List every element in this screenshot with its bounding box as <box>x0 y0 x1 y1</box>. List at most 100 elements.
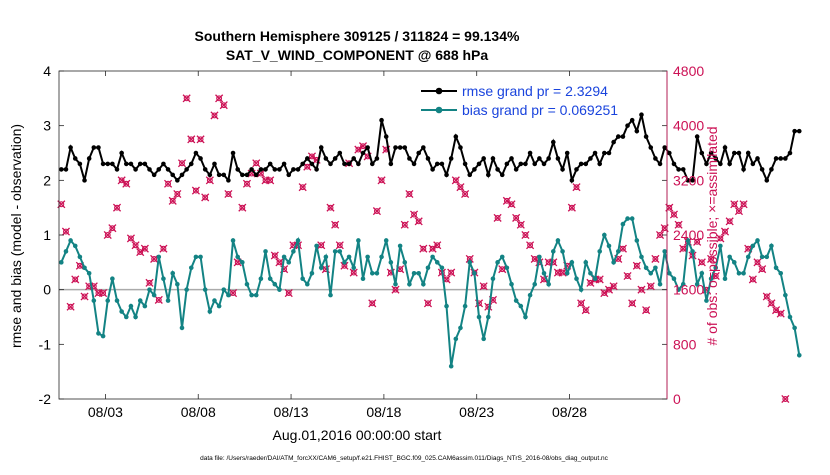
rmse-point <box>792 128 797 134</box>
rmse-point <box>309 161 315 167</box>
bias-point <box>653 265 658 271</box>
bias-point <box>258 276 264 282</box>
obs-marker-ring <box>740 201 747 208</box>
rmse-point <box>393 145 398 150</box>
rmse-point <box>300 161 305 167</box>
obs-marker-stroke <box>275 258 284 267</box>
obs-marker <box>187 135 196 144</box>
obs-marker-stroke <box>558 268 567 277</box>
obs-marker <box>456 183 465 192</box>
bias-point <box>123 314 129 320</box>
y-left-tick-label: 0 <box>43 282 51 298</box>
bias-point <box>309 270 315 276</box>
obs-marker <box>317 241 326 250</box>
obs-marker-ring <box>499 266 506 273</box>
obs-marker-ring <box>308 153 315 160</box>
obs-marker <box>433 241 442 250</box>
obs-marker <box>112 203 122 212</box>
rmse-point <box>476 161 482 167</box>
obs-marker <box>191 186 200 195</box>
obs-marker <box>391 285 400 294</box>
rmse-point <box>272 167 278 172</box>
rmse-point <box>133 167 138 172</box>
obs-marker-stroke <box>173 189 182 199</box>
bias-point <box>337 249 343 254</box>
obs-marker <box>266 176 275 185</box>
obs-marker <box>71 275 80 284</box>
obs-marker-stroke <box>734 207 743 216</box>
bias-point <box>736 270 742 276</box>
obs-marker-stroke <box>577 299 586 308</box>
rmse-point <box>625 123 630 128</box>
obs-marker <box>182 94 191 103</box>
rmse-point <box>764 178 770 183</box>
rmse-point <box>550 139 556 145</box>
obs-marker-ring <box>165 180 172 187</box>
obs-marker-ring <box>415 218 422 225</box>
rmse-point <box>291 167 296 172</box>
bias-point <box>448 363 454 369</box>
rmse-point <box>253 172 259 178</box>
rmse-point <box>137 161 143 167</box>
obs-marker-ring <box>318 242 325 249</box>
obs-marker-ring <box>392 286 399 293</box>
y-right-tick-label: 2400 <box>673 227 704 243</box>
rmse-point <box>281 161 287 167</box>
obs-marker <box>270 251 279 260</box>
rmse-point <box>708 150 714 156</box>
rmse-line <box>61 114 800 184</box>
obs-marker-stroke <box>646 282 655 291</box>
rmse-point <box>685 178 691 183</box>
obs-marker-stroke <box>122 179 131 188</box>
y-right-tick-label: 3200 <box>673 172 704 188</box>
obs-marker-stroke <box>224 189 233 199</box>
bias-point <box>472 270 477 276</box>
bias-point <box>523 314 528 320</box>
rmse-point <box>639 112 644 118</box>
obs-marker-ring <box>211 112 218 119</box>
rmse-point <box>318 145 324 150</box>
data-file-footnote: data file: /Users/raeder/DAI/ATM_forcXX/… <box>200 455 609 462</box>
obs-marker-stroke <box>326 203 335 212</box>
rmse-point <box>694 134 700 139</box>
obs-marker-ring <box>81 293 88 300</box>
obs-marker-stroke <box>191 186 200 195</box>
obs-marker <box>642 306 651 315</box>
rmse-point <box>314 167 319 172</box>
rmse-point <box>462 161 468 167</box>
bias-point <box>564 270 570 276</box>
bias-point <box>546 281 551 287</box>
obs-marker-stroke <box>716 234 725 243</box>
bias-point <box>796 352 802 358</box>
bias-point <box>407 281 412 287</box>
bias-point <box>569 260 575 265</box>
obs-marker <box>730 200 739 209</box>
bias-point <box>369 270 375 276</box>
rmse-point <box>63 167 69 172</box>
obs-marker-ring <box>698 259 705 266</box>
rmse-point <box>147 167 152 172</box>
bias-point <box>119 309 124 314</box>
obs-marker <box>238 203 247 212</box>
bias-point <box>110 276 115 282</box>
rmse-point <box>560 167 565 172</box>
rmse-point <box>402 145 408 150</box>
rmse-point <box>425 156 431 161</box>
obs-marker <box>377 176 386 185</box>
obs-marker <box>140 244 149 253</box>
y-right-tick-label: 1600 <box>673 282 704 298</box>
obs-marker <box>479 282 488 291</box>
bias-point <box>277 287 282 292</box>
rmse-point <box>490 156 496 161</box>
bias-point <box>778 270 784 276</box>
obs-marker <box>716 234 725 243</box>
obs-marker-stroke <box>177 159 187 168</box>
bias-point <box>263 249 268 254</box>
bias-point <box>606 243 612 249</box>
obs-marker-stroke <box>720 227 730 236</box>
obs-marker-ring <box>155 296 162 303</box>
obs-marker-ring <box>369 300 376 307</box>
rmse-point <box>198 156 203 161</box>
obs-marker-ring <box>192 187 199 194</box>
